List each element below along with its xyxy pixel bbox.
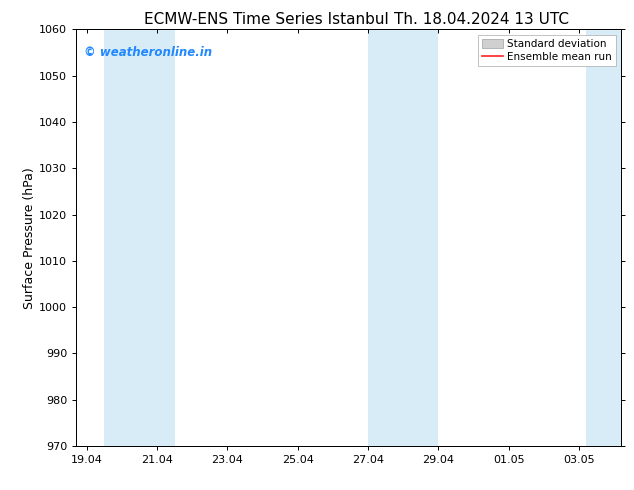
- Bar: [368, 29, 438, 446]
- Legend: Standard deviation, Ensemble mean run: Standard deviation, Ensemble mean run: [478, 35, 616, 66]
- Bar: [586, 29, 621, 446]
- Y-axis label: Surface Pressure (hPa): Surface Pressure (hPa): [23, 167, 36, 309]
- Text: Th. 18.04.2024 13 UTC: Th. 18.04.2024 13 UTC: [394, 12, 569, 27]
- Text: ECMW-ENS Time Series Istanbul: ECMW-ENS Time Series Istanbul: [144, 12, 389, 27]
- Text: © weatheronline.in: © weatheronline.in: [84, 46, 212, 59]
- Bar: [104, 29, 174, 446]
